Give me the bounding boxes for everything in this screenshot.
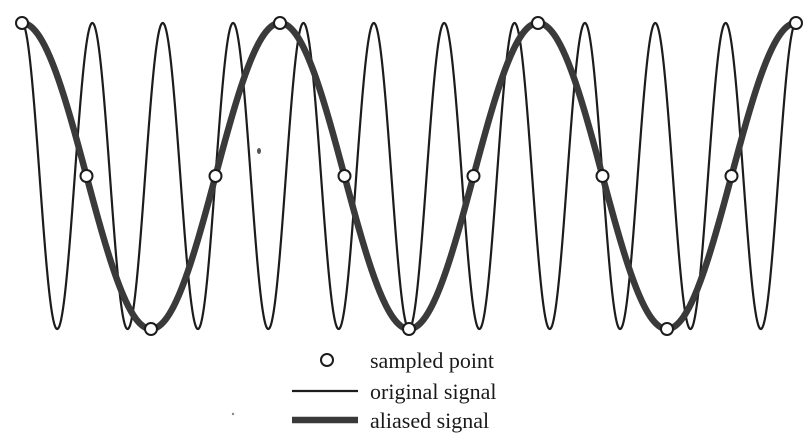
sampled-point xyxy=(337,169,352,183)
sampled-point xyxy=(402,322,416,336)
print-specks xyxy=(231,148,261,416)
sampled-point xyxy=(15,16,29,30)
sampled-points xyxy=(15,16,803,336)
sampled-point xyxy=(466,169,481,183)
legend-label-sampled-point: sampled point xyxy=(370,348,494,373)
sampled-point xyxy=(531,16,545,30)
sampled-point xyxy=(273,16,287,30)
sampled-point xyxy=(724,169,739,183)
legend-label-aliased-signal: aliased signal xyxy=(370,408,489,433)
legend-item-original-signal: original signal xyxy=(292,379,496,404)
plot-area xyxy=(15,16,803,336)
legend-item-aliased-signal: aliased signal xyxy=(292,408,489,433)
sampled-point xyxy=(660,322,674,336)
sampled-point xyxy=(208,169,223,183)
aliased-signal-curve xyxy=(18,19,800,333)
sampled-point xyxy=(595,169,610,183)
sampled-point xyxy=(79,169,94,183)
sampled-point-icon xyxy=(320,353,334,367)
legend-label-original-signal: original signal xyxy=(370,379,496,404)
sampled-point xyxy=(789,16,803,30)
sampled-point xyxy=(144,322,158,336)
legend-item-sampled-point: sampled point xyxy=(320,348,494,373)
legend: sampled point original signal aliased si… xyxy=(292,348,496,433)
original-signal-curve xyxy=(20,21,798,331)
